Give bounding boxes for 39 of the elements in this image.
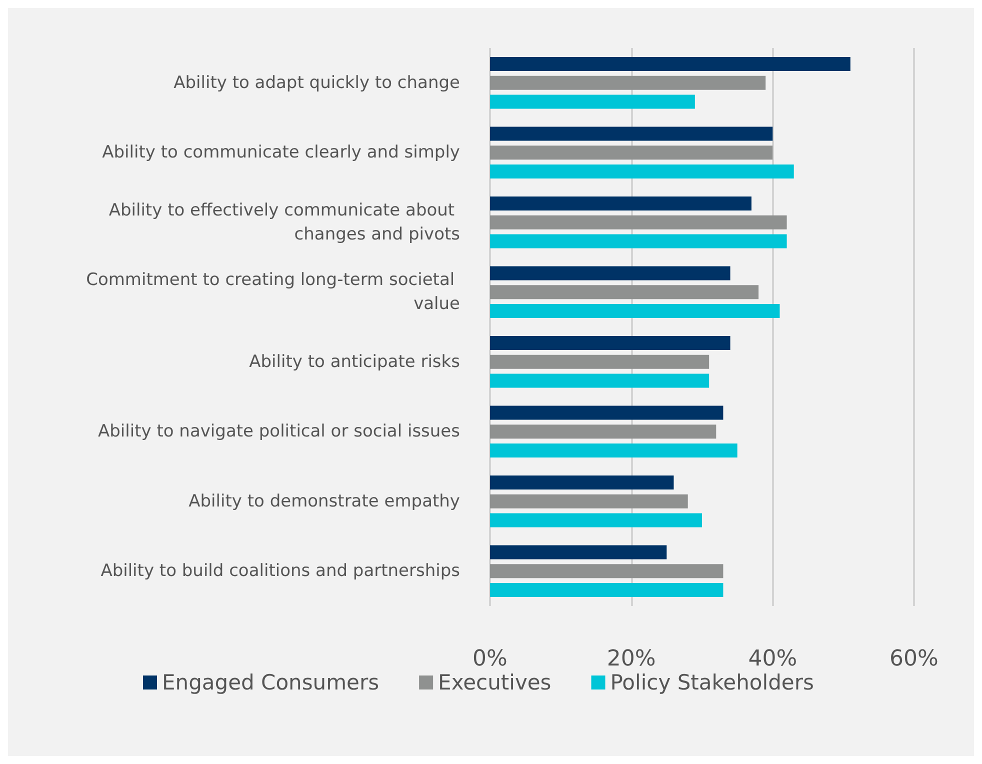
bar xyxy=(490,215,787,230)
bar xyxy=(490,545,667,560)
y-tick-label: Ability to anticipate risks xyxy=(249,352,460,372)
bar xyxy=(490,564,724,578)
bar xyxy=(490,164,794,179)
x-tick-label: 60% xyxy=(890,646,938,672)
x-tick-label: 20% xyxy=(606,646,656,672)
y-tick-label: Ability to navigate political or social issues xyxy=(98,422,460,442)
legend-label: Policy Stakeholders xyxy=(610,670,814,694)
y-tick-label: Ability to communicate clearly and simply xyxy=(102,142,460,163)
x-tick-label: 0% xyxy=(472,646,508,672)
bar xyxy=(490,234,787,248)
bar xyxy=(490,336,730,350)
legend-label: Engaged Consumers xyxy=(162,670,380,694)
x-tick-label: 40% xyxy=(748,646,798,672)
y-tick-label: Ability to effectively communicate about changes and pivots xyxy=(108,200,460,244)
bar xyxy=(490,444,738,458)
bar xyxy=(490,406,724,420)
bar xyxy=(490,374,710,388)
bar xyxy=(490,196,752,210)
bar xyxy=(490,76,766,90)
bar xyxy=(490,146,773,160)
bar xyxy=(490,513,702,528)
bar xyxy=(490,266,730,280)
bar xyxy=(490,126,773,141)
y-tick-label: Ability to adapt quickly to change xyxy=(174,72,460,93)
bar xyxy=(490,583,724,598)
bar xyxy=(490,494,688,508)
bar xyxy=(490,354,710,369)
bar xyxy=(490,424,716,439)
y-tick-label: Ability to demonstrate empathy xyxy=(188,491,460,512)
bar xyxy=(490,475,674,490)
bar xyxy=(490,285,759,300)
legend-label: Executives xyxy=(438,670,552,694)
y-tick-label: Ability to build coalitions and partnerships xyxy=(100,561,460,582)
bar xyxy=(490,94,695,109)
y-tick-label: Commitment to creating long-term societal value xyxy=(86,270,460,314)
bar xyxy=(490,56,850,71)
bar xyxy=(490,304,780,318)
